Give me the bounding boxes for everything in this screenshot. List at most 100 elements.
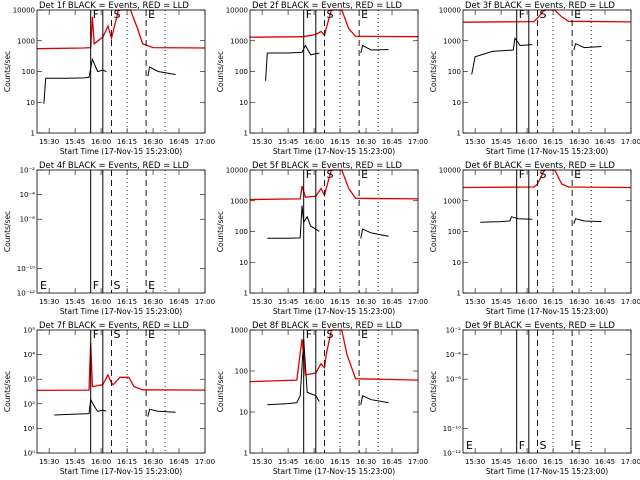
y-tick-label: 10000 [439, 7, 461, 15]
marker-label: F [519, 8, 525, 21]
x-tick-label: 16:45 [169, 458, 189, 466]
y-tick-label: 10⁻¹⁰ [443, 425, 461, 433]
marker-label: E [40, 279, 47, 292]
x-tick-label: 16:00 [304, 138, 324, 146]
x-tick-label: 16:30 [143, 138, 163, 146]
x-tick-label: 15:45 [278, 138, 298, 146]
panel-title: Det 3f BLACK = Events, RED = LLD [465, 1, 615, 11]
y-tick-label: 1000 [230, 327, 248, 335]
marker-label: F [306, 8, 312, 21]
x-tick-label: 17:00 [195, 138, 215, 146]
y-tick-label: 10 [239, 409, 248, 417]
marker-label: S [326, 8, 333, 21]
x-tick-label: 16:00 [517, 138, 537, 146]
y-tick-label: 1 [457, 130, 461, 138]
panel-title: Det 1f BLACK = Events, RED = LLD [39, 1, 189, 11]
x-tick-label: 15:45 [491, 458, 511, 466]
y-tick-label: 100 [235, 228, 248, 236]
panel-det-4: Det 4f BLACK = Events, RED = LLD Counts/s… [3, 161, 215, 316]
panel-det-3: Det 3f BLACK = Events, RED = LLD Counts/s… [429, 1, 640, 156]
lld-rate-line [249, 9, 419, 38]
y-tick-label: 10⁵ [23, 327, 35, 335]
y-tick-label: 1 [244, 130, 248, 138]
y-tick-label: 10⁻² [20, 167, 36, 175]
marker-label: E [574, 8, 581, 21]
plot-frame [36, 329, 206, 454]
x-tick-label: 15:45 [278, 458, 298, 466]
marker-label: S [113, 328, 120, 341]
x-tick-label: 15:45 [65, 298, 85, 306]
x-axis-label: Start Time (17-Nov-15 15:23:00) [273, 147, 395, 156]
y-tick-label: 10⁻⁴ [20, 191, 36, 199]
y-tick-label: 10⁻¹² [443, 450, 461, 458]
y-tick-label: 10³ [23, 376, 35, 384]
x-tick-label: 16:45 [595, 138, 615, 146]
events-rate-line-segment [360, 44, 389, 54]
x-tick-label: 16:45 [382, 298, 402, 306]
panel-det-1: Det 1f BLACK = Events, RED = LLD Counts/s… [3, 1, 215, 156]
y-axis-label: Counts/sec [429, 211, 438, 252]
x-tick-label: 16:00 [304, 298, 324, 306]
x-tick-label: 16:00 [91, 138, 111, 146]
marker-label: F [519, 439, 525, 452]
x-tick-label: 15:30 [39, 458, 59, 466]
marker-label: F [519, 168, 525, 181]
x-tick-label: 16:15 [117, 138, 137, 146]
x-tick-label: 17:00 [195, 298, 215, 306]
panel-title: Det 9f BLACK = Events, RED = LLD [465, 321, 615, 331]
y-axis-label: Counts/sec [429, 51, 438, 92]
marker-label: F [93, 279, 99, 292]
events-rate-line-segment [147, 408, 176, 417]
x-tick-label: 16:00 [517, 298, 537, 306]
lld-rate-line [462, 9, 632, 23]
marker-label: S [539, 8, 546, 21]
events-rate-line-segment [360, 228, 389, 239]
events-rate-line [43, 57, 107, 104]
y-tick-label: 1000 [17, 37, 35, 45]
x-tick-label: 17:00 [195, 458, 215, 466]
lld-rate-line [249, 329, 419, 383]
plot-frame [249, 9, 419, 134]
x-axis-label: Start Time (17-Nov-15 15:23:00) [486, 307, 608, 316]
y-tick-label: 10 [239, 99, 248, 107]
y-tick-label: 1000 [230, 37, 248, 45]
marker-label: F [93, 8, 99, 21]
x-tick-label: 16:15 [117, 298, 137, 306]
x-tick-label: 16:30 [569, 458, 589, 466]
x-tick-label: 15:30 [465, 458, 485, 466]
marker-label: F [306, 168, 312, 181]
x-tick-label: 17:00 [408, 298, 428, 306]
marker-label: E [466, 439, 473, 452]
lld-rate-line [36, 342, 206, 392]
marker-label: F [306, 328, 312, 341]
plot-frame [249, 329, 419, 454]
x-tick-label: 16:15 [330, 458, 350, 466]
plot-frame [462, 9, 632, 134]
x-tick-label: 15:45 [65, 458, 85, 466]
x-tick-label: 15:45 [65, 138, 85, 146]
y-tick-label: 1000 [443, 197, 461, 205]
y-tick-label: 10 [452, 99, 461, 107]
x-tick-label: 15:30 [39, 138, 59, 146]
x-tick-label: 16:15 [543, 138, 563, 146]
x-tick-label: 15:45 [491, 298, 511, 306]
marker-label: S [539, 439, 546, 452]
x-tick-label: 16:45 [595, 458, 615, 466]
x-tick-label: 16:30 [569, 138, 589, 146]
marker-label: E [361, 8, 368, 21]
panel-title: Det 5f BLACK = Events, RED = LLD [252, 161, 402, 171]
lld-rate-line [462, 169, 632, 189]
y-tick-label: 1 [244, 290, 248, 298]
y-axis-label: Counts/sec [3, 51, 12, 92]
x-tick-label: 16:30 [569, 298, 589, 306]
panel-det-2: Det 2f BLACK = Events, RED = LLD Counts/s… [216, 1, 428, 156]
y-tick-label: 100 [448, 228, 461, 236]
x-tick-label: 16:00 [91, 298, 111, 306]
x-tick-label: 16:15 [330, 298, 350, 306]
x-axis-label: Start Time (17-Nov-15 15:23:00) [273, 307, 395, 316]
x-tick-label: 16:00 [517, 458, 537, 466]
x-tick-label: 15:30 [39, 298, 59, 306]
x-tick-label: 17:00 [621, 458, 640, 466]
plot-frame [36, 9, 206, 134]
y-tick-label: 10000 [13, 7, 35, 15]
